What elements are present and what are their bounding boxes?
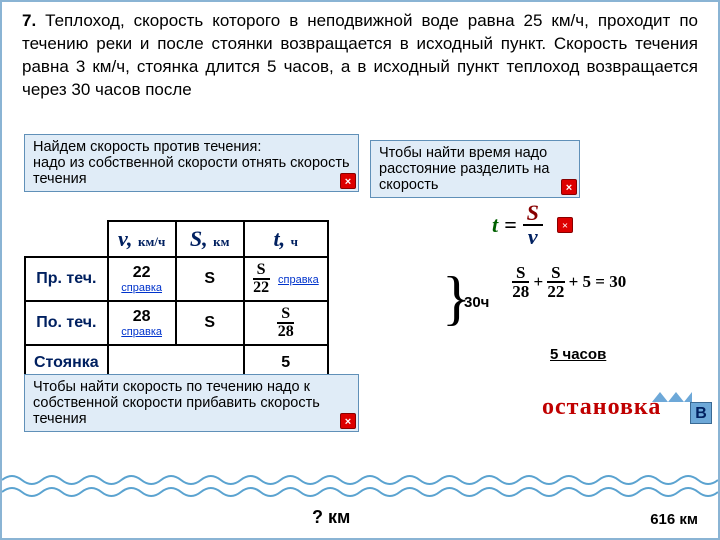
- callout-line: Чтобы найти время надо расстояние раздел…: [379, 145, 571, 193]
- formula-time: t = S v ×: [492, 202, 573, 248]
- problem-body: Теплоход, скорость которого в неподвижно…: [22, 11, 698, 99]
- row-label: По. теч.: [25, 301, 108, 345]
- point-b-marker: В: [690, 402, 712, 424]
- pier-icon: [652, 382, 692, 405]
- stop-label: остановка: [542, 394, 661, 421]
- problem-statement: 7. Теплоход, скорость которого в неподви…: [2, 2, 718, 102]
- waves-decoration: [2, 472, 718, 500]
- callout-line: Найдем скорость против течения:: [33, 139, 350, 155]
- close-icon[interactable]: ×: [557, 217, 573, 233]
- stop-hours: 5 часов: [550, 346, 606, 363]
- reference-link[interactable]: справка: [278, 274, 319, 286]
- table-row: Пр. теч. 22справка S S22 справка: [25, 257, 328, 301]
- reference-link[interactable]: справка: [117, 326, 167, 338]
- close-icon[interactable]: ×: [340, 413, 356, 429]
- col-distance: S, км: [176, 221, 244, 257]
- problem-number: 7.: [22, 11, 36, 30]
- callout-with-current: Чтобы найти скорость по течению надо к с…: [24, 374, 359, 432]
- table-row: По. теч. 28справка S S28: [25, 301, 328, 345]
- callout-against-current: Найдем скорость против течения: надо из …: [24, 134, 359, 192]
- callout-line: Чтобы найти скорость по течению надо к с…: [33, 379, 350, 427]
- close-icon[interactable]: ×: [561, 179, 577, 195]
- distance-question: ? км: [312, 507, 350, 528]
- callout-find-time: Чтобы найти время надо расстояние раздел…: [370, 140, 580, 198]
- equation: S28 + S22 + 5 = 30: [512, 264, 626, 300]
- callout-line: надо из собственной скорости отнять скор…: [33, 155, 350, 187]
- col-velocity: v, км/ч: [108, 221, 176, 257]
- answer: 616 км: [650, 511, 698, 528]
- close-icon[interactable]: ×: [340, 173, 356, 189]
- table-header-row: v, км/ч S, км t, ч: [25, 221, 328, 257]
- total-time: 30ч: [464, 294, 489, 311]
- data-table: v, км/ч S, км t, ч Пр. теч. 22справка S …: [24, 220, 329, 382]
- reference-link[interactable]: справка: [117, 282, 167, 294]
- col-time: t, ч: [244, 221, 328, 257]
- row-label: Пр. теч.: [25, 257, 108, 301]
